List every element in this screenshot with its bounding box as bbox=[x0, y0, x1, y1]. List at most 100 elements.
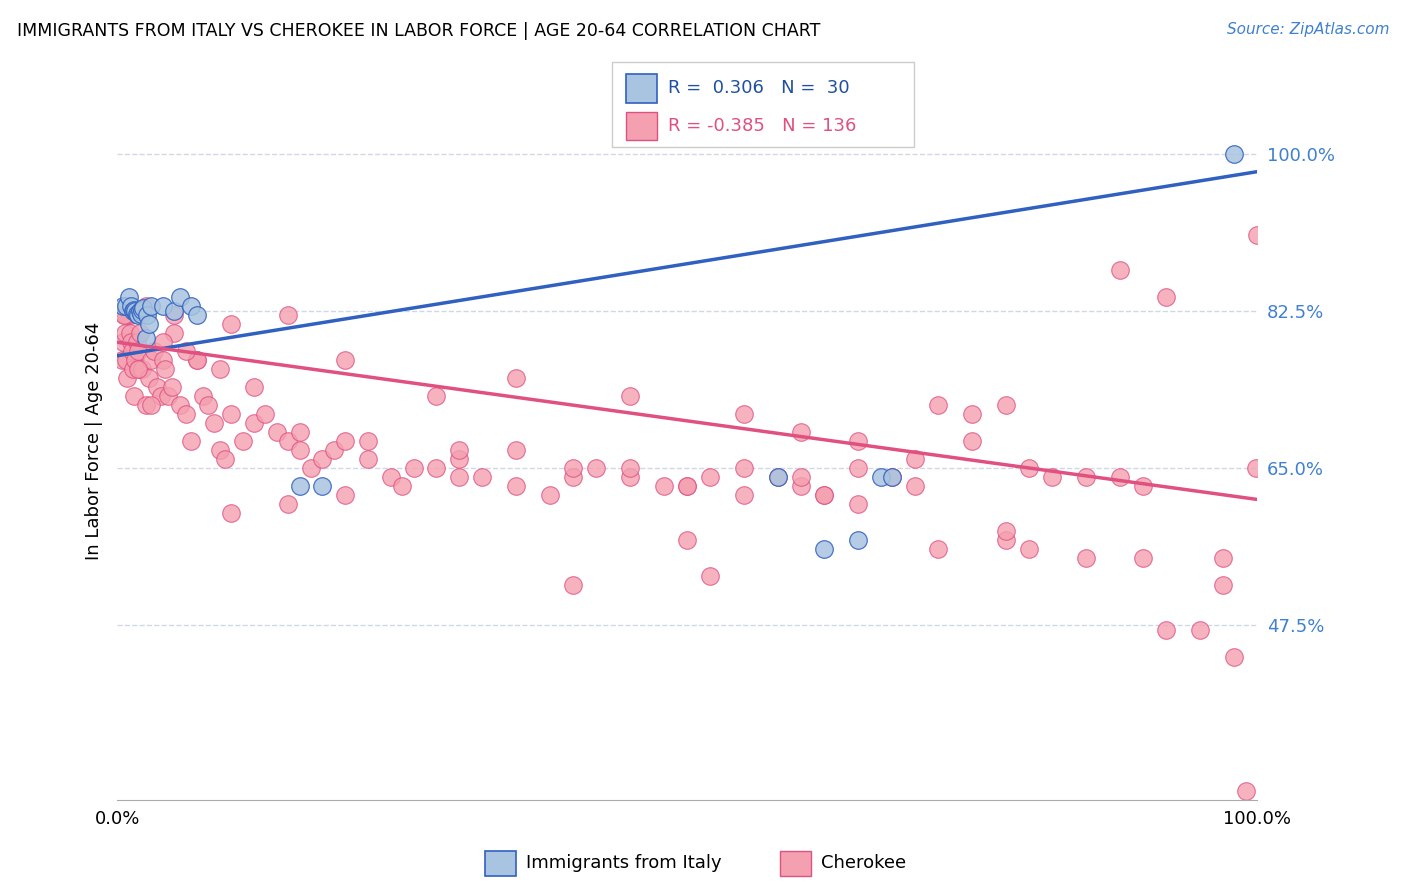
Point bbox=[790, 425, 813, 439]
Point bbox=[138, 318, 160, 332]
Point bbox=[380, 470, 402, 484]
Point bbox=[174, 344, 197, 359]
Point bbox=[277, 497, 299, 511]
Point bbox=[169, 398, 191, 412]
Point bbox=[1132, 550, 1154, 565]
Point bbox=[870, 470, 893, 484]
Point bbox=[846, 533, 869, 547]
Point bbox=[995, 398, 1018, 412]
Point bbox=[191, 389, 214, 403]
Point bbox=[402, 461, 425, 475]
Point bbox=[425, 461, 447, 475]
Point bbox=[449, 470, 471, 484]
Point bbox=[132, 301, 155, 315]
Point bbox=[1223, 649, 1246, 664]
Point bbox=[1109, 263, 1132, 277]
Point bbox=[232, 434, 254, 448]
Point bbox=[619, 389, 641, 403]
Point bbox=[699, 470, 721, 484]
Point bbox=[733, 488, 755, 502]
Point bbox=[585, 461, 607, 475]
Point bbox=[135, 299, 157, 313]
Point bbox=[927, 398, 949, 412]
Point bbox=[562, 461, 585, 475]
Point bbox=[676, 479, 699, 493]
Point bbox=[186, 353, 208, 368]
Point bbox=[904, 479, 927, 493]
Point bbox=[538, 488, 561, 502]
Point bbox=[146, 380, 169, 394]
Point bbox=[1040, 470, 1063, 484]
Point bbox=[882, 470, 904, 484]
Point bbox=[129, 307, 152, 321]
Point bbox=[117, 309, 139, 323]
Point bbox=[733, 407, 755, 421]
Point bbox=[471, 470, 494, 484]
Point bbox=[163, 309, 186, 323]
Point bbox=[214, 452, 236, 467]
Point bbox=[333, 488, 356, 502]
Point bbox=[1244, 461, 1267, 475]
Point bbox=[619, 461, 641, 475]
Point bbox=[1212, 578, 1234, 592]
Point bbox=[120, 309, 142, 323]
Point bbox=[1223, 146, 1246, 161]
Point bbox=[186, 353, 208, 368]
Point bbox=[1246, 227, 1268, 242]
Point bbox=[1234, 784, 1257, 798]
Point bbox=[288, 425, 311, 439]
Point bbox=[266, 425, 288, 439]
Point bbox=[111, 299, 134, 313]
Point bbox=[219, 506, 242, 520]
Point bbox=[505, 443, 527, 458]
Point bbox=[120, 335, 142, 350]
Point bbox=[124, 304, 146, 318]
Point bbox=[449, 443, 471, 458]
Point bbox=[562, 578, 585, 592]
Text: IMMIGRANTS FROM ITALY VS CHEROKEE IN LABOR FORCE | AGE 20-64 CORRELATION CHART: IMMIGRANTS FROM ITALY VS CHEROKEE IN LAB… bbox=[17, 22, 820, 40]
Point bbox=[1154, 623, 1177, 637]
Point bbox=[180, 299, 202, 313]
Point bbox=[208, 443, 231, 458]
Point bbox=[243, 380, 266, 394]
Point bbox=[121, 344, 143, 359]
Point bbox=[141, 398, 163, 412]
Point bbox=[505, 371, 527, 385]
Point bbox=[846, 434, 869, 448]
Point bbox=[129, 326, 152, 341]
Point bbox=[138, 371, 160, 385]
Point bbox=[122, 304, 145, 318]
Point bbox=[652, 479, 675, 493]
Point bbox=[127, 344, 149, 359]
Point bbox=[391, 479, 413, 493]
Text: R =  0.306   N =  30: R = 0.306 N = 30 bbox=[668, 79, 849, 97]
Point bbox=[152, 353, 174, 368]
Point bbox=[299, 461, 322, 475]
Point bbox=[163, 326, 186, 341]
Point bbox=[219, 407, 242, 421]
Point bbox=[186, 309, 208, 323]
Point bbox=[124, 302, 146, 317]
Point bbox=[882, 470, 904, 484]
Point bbox=[163, 304, 186, 318]
Point bbox=[277, 309, 299, 323]
Point bbox=[1018, 461, 1040, 475]
Point bbox=[180, 434, 202, 448]
Point bbox=[124, 353, 146, 368]
Point bbox=[131, 302, 153, 317]
Point bbox=[127, 309, 149, 323]
Point bbox=[790, 479, 813, 493]
Point bbox=[131, 362, 153, 376]
Point bbox=[995, 533, 1018, 547]
Point bbox=[127, 362, 149, 376]
Point bbox=[129, 304, 152, 318]
Point bbox=[790, 470, 813, 484]
Point bbox=[152, 299, 174, 313]
Point bbox=[333, 353, 356, 368]
Point bbox=[197, 398, 219, 412]
Point bbox=[149, 389, 172, 403]
Point bbox=[1074, 550, 1097, 565]
Point bbox=[125, 335, 148, 350]
Point bbox=[243, 416, 266, 430]
Text: Immigrants from Italy: Immigrants from Italy bbox=[526, 855, 721, 872]
